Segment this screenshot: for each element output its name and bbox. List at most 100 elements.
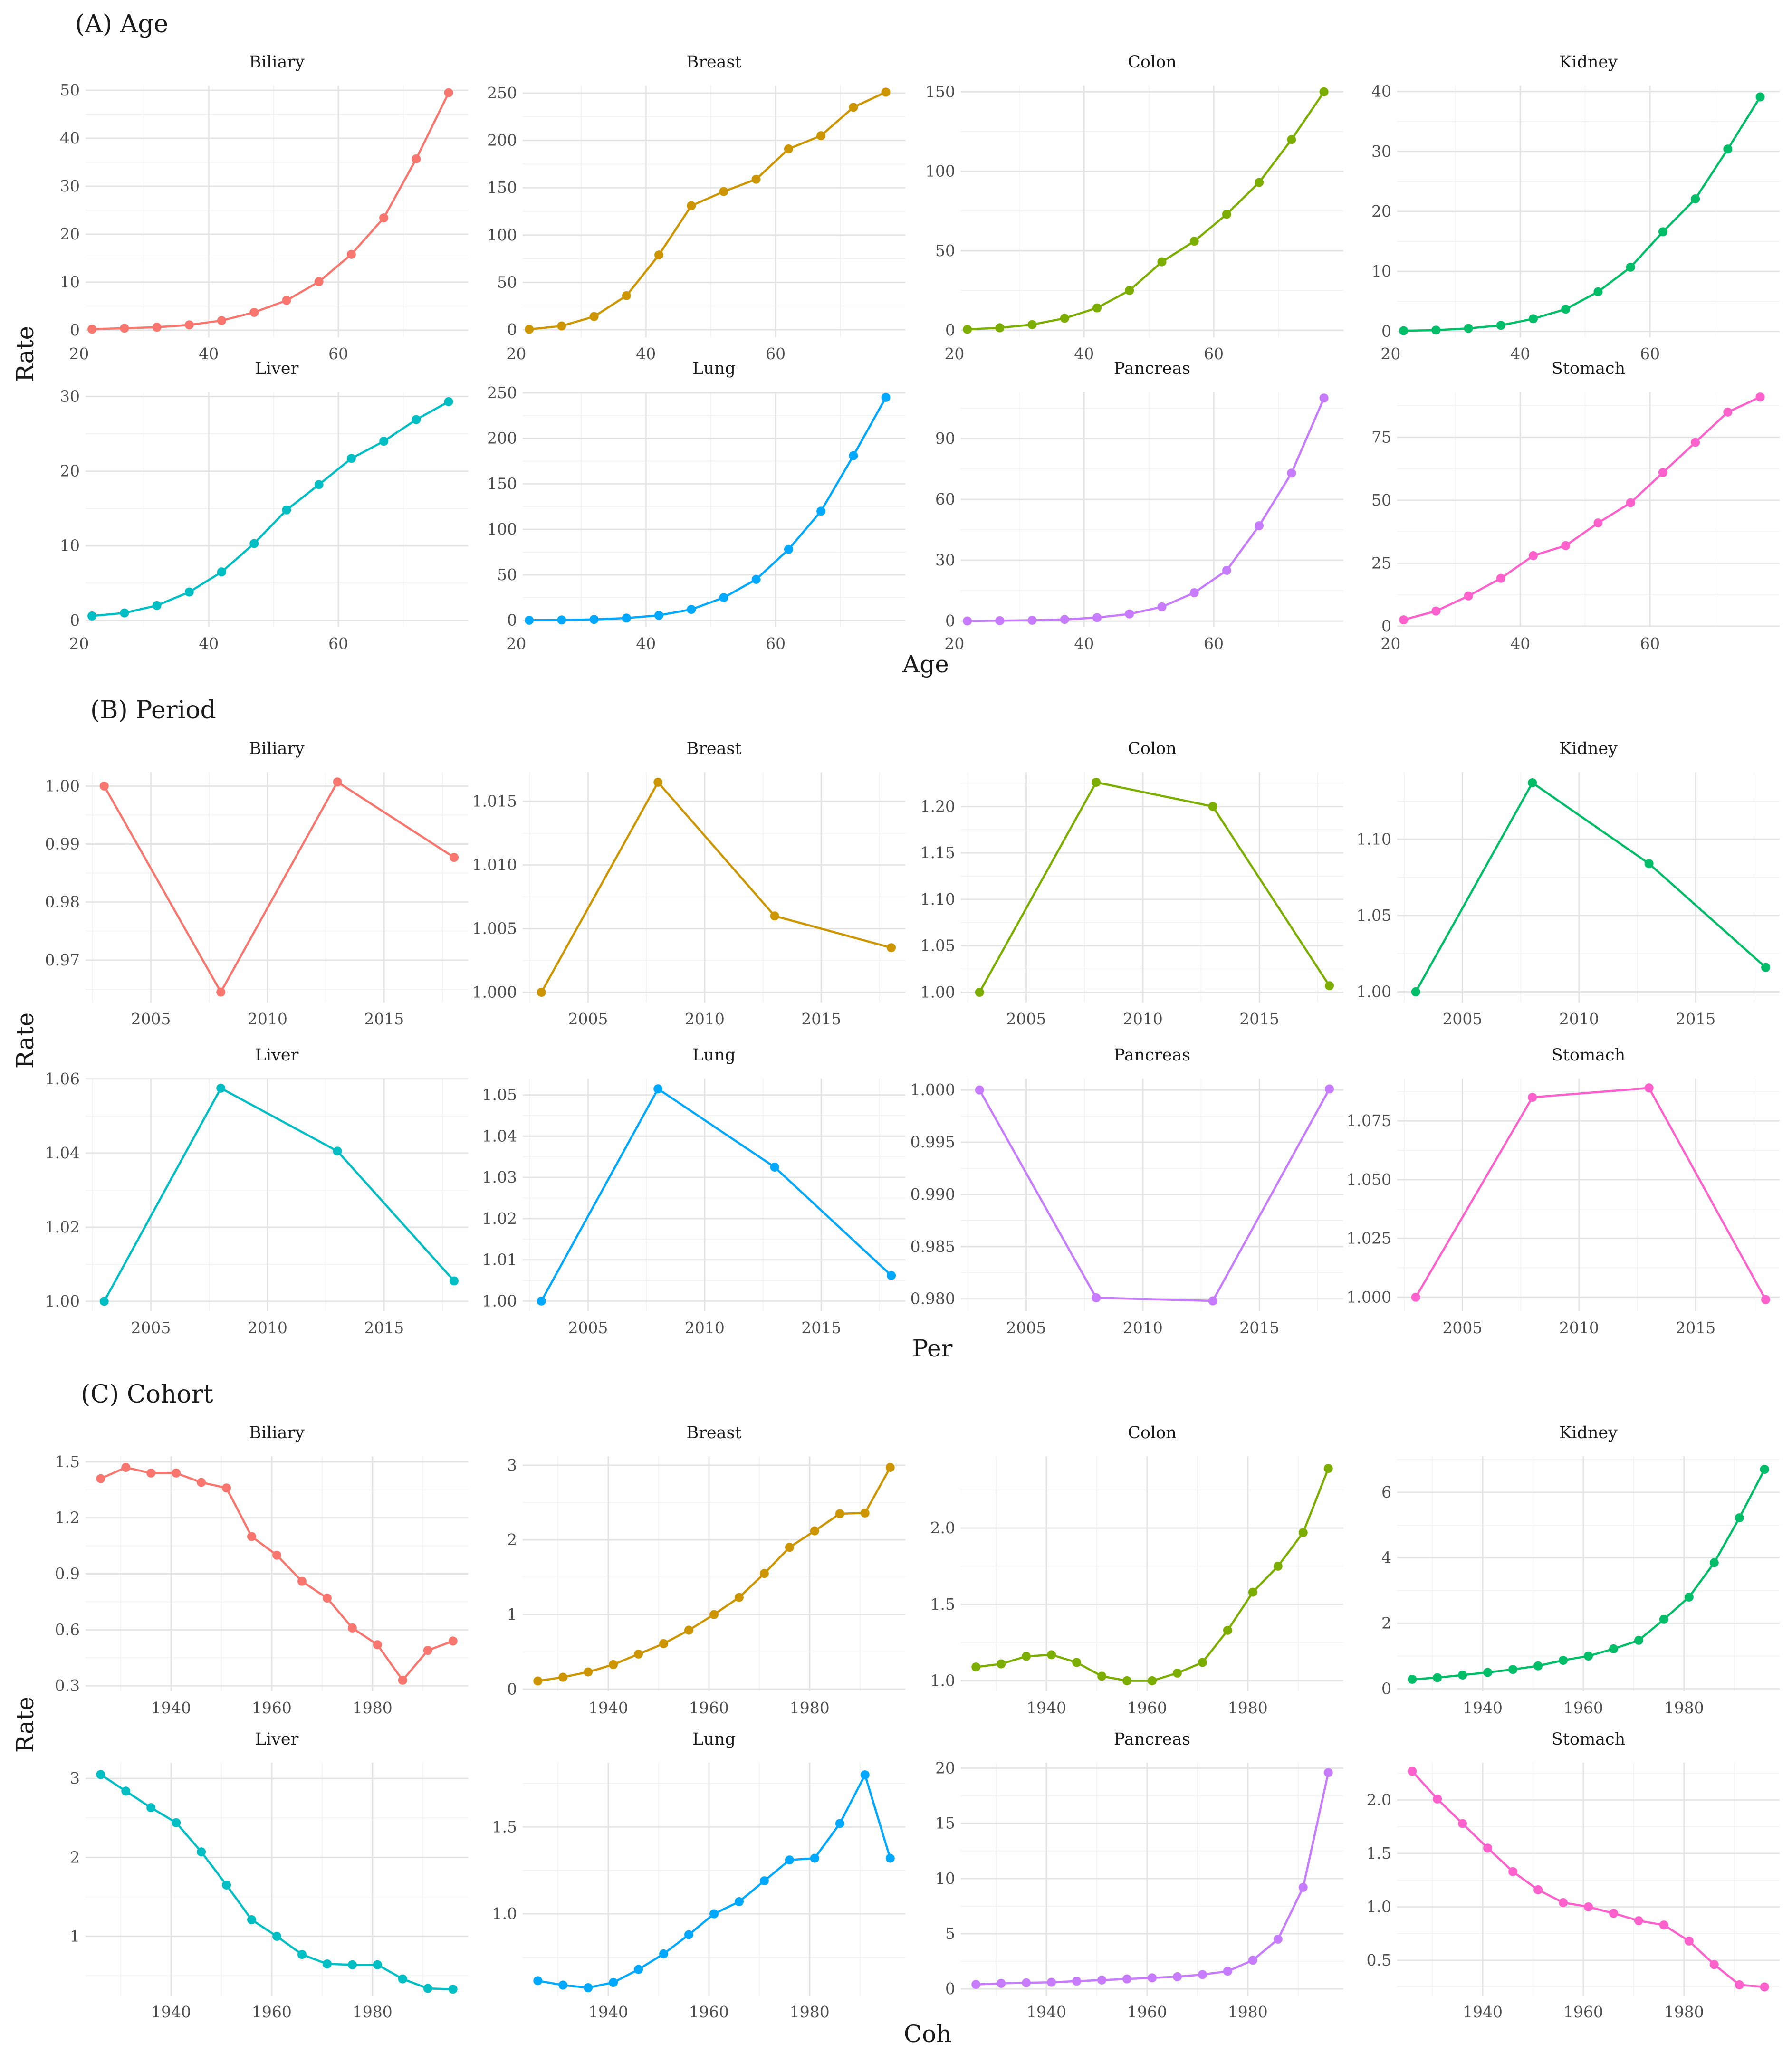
- data-point: [885, 1463, 895, 1472]
- data-point: [1325, 981, 1334, 991]
- x-tick-label: 1960: [1127, 1699, 1167, 1717]
- y-tick-label: 0: [507, 1680, 517, 1698]
- y-tick-label: 75: [1371, 428, 1391, 446]
- y-tick-label: 0: [507, 320, 517, 339]
- y-tick-label: 3: [70, 1769, 80, 1787]
- y-tick-label: 0: [70, 611, 80, 630]
- data-point: [1533, 1885, 1543, 1894]
- y-tick-label: 1.20: [920, 797, 955, 815]
- data-point: [346, 454, 356, 463]
- data-point: [653, 777, 663, 787]
- x-tick-label: 40: [636, 344, 656, 363]
- data-point: [1483, 1668, 1493, 1677]
- y-tick-label: 2: [1381, 1614, 1391, 1633]
- data-point: [885, 1853, 895, 1863]
- x-tick-label: 1940: [1026, 1699, 1066, 1717]
- y-tick-label: 6: [1381, 1483, 1391, 1501]
- data-point: [1122, 1974, 1132, 1984]
- panel-title: Kidney: [1559, 739, 1618, 758]
- x-tick-label: 20: [944, 344, 964, 363]
- y-tick-label: 1.00: [1357, 983, 1391, 1001]
- data-point: [444, 397, 453, 406]
- data-point: [423, 1984, 432, 1993]
- data-point: [1408, 1674, 1417, 1684]
- data-point: [1060, 314, 1069, 323]
- data-point: [1584, 1652, 1593, 1661]
- data-point: [1287, 135, 1296, 144]
- y-tick-label: 0.3: [55, 1676, 80, 1695]
- y-tick-label: 30: [60, 177, 80, 195]
- y-tick-label: 1.025: [1347, 1229, 1391, 1248]
- y-tick-label: 1.03: [482, 1168, 517, 1186]
- x-tick-label: 60: [328, 344, 348, 363]
- data-point: [297, 1576, 307, 1586]
- y-tick-label: 30: [60, 387, 80, 405]
- data-point: [197, 1478, 206, 1487]
- y-tick-label: 1.00: [920, 983, 955, 1001]
- data-point: [1047, 1977, 1056, 1987]
- data-point: [249, 539, 259, 548]
- x-tick-label: 2015: [364, 1318, 404, 1337]
- panel-age-kidney: 0 10 20 30 40 20 40 60 Kidney: [1371, 53, 1780, 363]
- y-tick-label: 1.5: [930, 1595, 955, 1614]
- y-tick-label: 1.05: [482, 1086, 517, 1104]
- panel-title: Colon: [1128, 739, 1177, 758]
- y-tick-label: 20: [60, 225, 80, 243]
- data-point: [609, 1660, 618, 1669]
- x-tick-label: 60: [1640, 344, 1660, 363]
- data-point: [1411, 987, 1420, 997]
- panel-title: Lung: [692, 1730, 736, 1749]
- data-point: [379, 437, 389, 446]
- x-tick-label: 2015: [801, 1010, 841, 1028]
- data-point: [653, 1084, 663, 1094]
- panel-cohort-colon: 1.0 1.5 2.0 1940 1960 1980 Colon: [930, 1423, 1343, 1717]
- panel-title: Pancreas: [1114, 359, 1190, 378]
- data-point: [1709, 1960, 1719, 1969]
- x-tick-label: 40: [636, 634, 656, 653]
- section-title-period: (B) Period: [90, 696, 216, 725]
- data-point: [557, 321, 566, 331]
- data-point: [975, 987, 984, 997]
- data-point: [1255, 178, 1264, 187]
- data-point: [1760, 1465, 1769, 1474]
- data-point: [1761, 963, 1771, 972]
- data-point: [533, 1676, 543, 1686]
- data-point: [1659, 1920, 1668, 1930]
- series-line: [1403, 396, 1761, 621]
- y-tick-label: 0.6: [55, 1620, 80, 1639]
- y-tick-label: 250: [487, 84, 517, 102]
- y-tick-label: 0.985: [910, 1237, 955, 1256]
- x-tick-label: 40: [1510, 634, 1530, 653]
- panel-age-stomach: 0 25 50 75 20 40 60 Stomach: [1371, 359, 1780, 653]
- data-point: [1533, 1661, 1543, 1671]
- data-point: [659, 1639, 669, 1648]
- x-tick-label: 1960: [1563, 2003, 1603, 2021]
- data-point: [1644, 1083, 1654, 1093]
- data-point: [1431, 606, 1441, 616]
- x-axis-title-cohort: Coh: [904, 2020, 952, 2048]
- data-point: [622, 291, 631, 300]
- x-axis-title-age: Age: [902, 650, 949, 678]
- data-point: [589, 312, 599, 321]
- x-tick-label: 20: [506, 634, 526, 653]
- data-point: [1298, 1528, 1308, 1537]
- data-point: [784, 544, 793, 554]
- data-point: [1529, 551, 1538, 560]
- panel-age-colon: 0 50 100 150 20 40 60 Colon: [925, 53, 1343, 363]
- panel-title: Colon: [1128, 1423, 1177, 1442]
- data-point: [1709, 1558, 1719, 1567]
- y-tick-label: 5: [945, 1924, 955, 1943]
- data-point: [216, 987, 226, 997]
- data-point: [1319, 393, 1329, 403]
- data-point: [816, 131, 826, 141]
- data-point: [537, 1296, 546, 1306]
- data-point: [1528, 1093, 1537, 1102]
- data-point: [1097, 1975, 1107, 1985]
- data-point: [448, 1636, 458, 1646]
- x-tick-label: 1940: [151, 2003, 191, 2021]
- x-tick-label: 1980: [353, 1699, 393, 1717]
- y-tick-label: 1.015: [472, 792, 517, 811]
- y-tick-label: 1.05: [920, 936, 955, 955]
- data-point: [557, 615, 566, 625]
